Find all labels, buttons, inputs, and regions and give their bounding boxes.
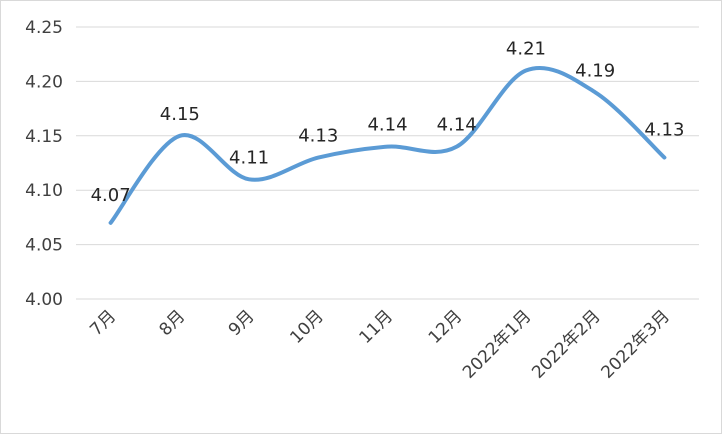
data-label: 4.15 bbox=[160, 104, 200, 125]
y-tick-label: 4.00 bbox=[25, 290, 63, 310]
x-tick-label: 7月 bbox=[86, 306, 120, 340]
data-label: 4.07 bbox=[91, 185, 131, 206]
data-label: 4.14 bbox=[367, 115, 407, 136]
y-tick-label: 4.25 bbox=[25, 18, 63, 38]
x-tick-label: 8月 bbox=[156, 306, 190, 340]
data-labels: 4.07 4.15 4.11 4.13 4.14 4.14 4.21 4.19 4.13 bbox=[91, 39, 685, 206]
x-tick-label: 2022年2月 bbox=[528, 306, 604, 382]
series-line bbox=[108, 65, 667, 225]
y-tick-label: 4.15 bbox=[25, 127, 63, 147]
x-tick-label: 9月 bbox=[225, 306, 259, 340]
x-tick-label: 2022年1月 bbox=[459, 306, 535, 382]
data-label: 4.13 bbox=[644, 120, 684, 141]
y-axis-ticks: 4.00 4.05 4.10 4.15 4.20 4.25 bbox=[25, 18, 63, 310]
x-tick-label: 11月 bbox=[356, 306, 397, 347]
data-label: 4.13 bbox=[298, 126, 338, 147]
data-label: 4.14 bbox=[437, 115, 477, 136]
x-tick-label: 10月 bbox=[286, 306, 327, 347]
x-tick-label: 12月 bbox=[425, 306, 466, 347]
y-tick-label: 4.05 bbox=[25, 236, 63, 256]
y-tick-label: 4.20 bbox=[25, 72, 63, 92]
y-tick-label: 4.10 bbox=[25, 181, 63, 201]
data-label: 4.11 bbox=[229, 147, 269, 168]
data-label: 4.21 bbox=[506, 39, 546, 60]
x-tick-label: 2022年3月 bbox=[597, 306, 673, 382]
series-line-group bbox=[108, 65, 667, 225]
data-label: 4.19 bbox=[575, 60, 615, 81]
